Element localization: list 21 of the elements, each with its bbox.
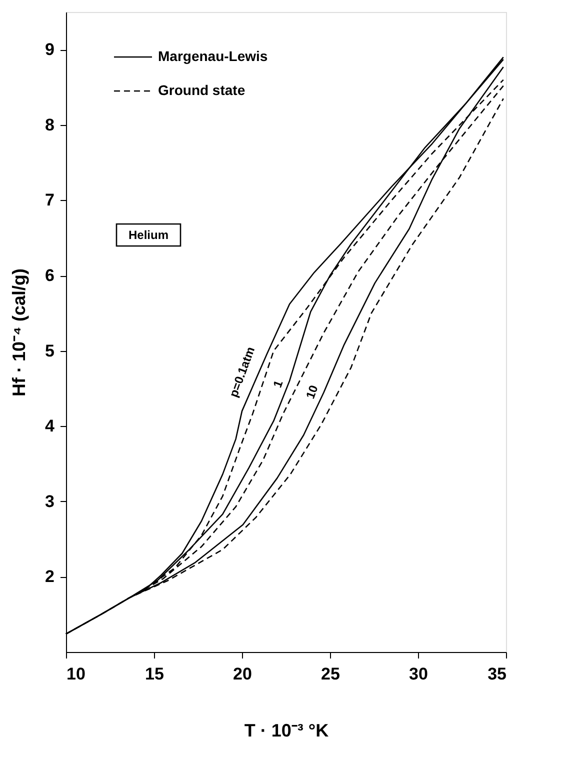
legend-label: Margenau-Lewis [158, 48, 268, 64]
legend-label: Ground state [158, 82, 246, 98]
x-tick-label: 15 [145, 664, 164, 684]
y-tick-label: 7 [45, 190, 54, 210]
x-axis-title: T · 10⁻³ °K [244, 720, 329, 740]
y-tick-label: 8 [45, 115, 54, 134]
x-tick-label: 10 [66, 664, 86, 684]
x-tick-label: 20 [233, 664, 252, 684]
y-tick-label: 3 [45, 492, 54, 511]
y-axis-title: Hf · 10⁻⁴ (cal/g) [9, 268, 30, 396]
y-tick-label: 2 [45, 567, 54, 586]
annotation: Helium [128, 228, 169, 242]
x-tick-label: 35 [488, 664, 506, 684]
y-tick-label: 4 [45, 416, 56, 436]
x-tick-label: 25 [321, 664, 340, 684]
y-tick-label: 5 [45, 341, 54, 360]
annotation: 1 [270, 378, 286, 390]
y-tick-label: 9 [45, 40, 54, 60]
x-tick-label: 30 [409, 664, 428, 684]
annotation: 10 [303, 383, 321, 401]
y-tick-label: 6 [45, 266, 54, 286]
